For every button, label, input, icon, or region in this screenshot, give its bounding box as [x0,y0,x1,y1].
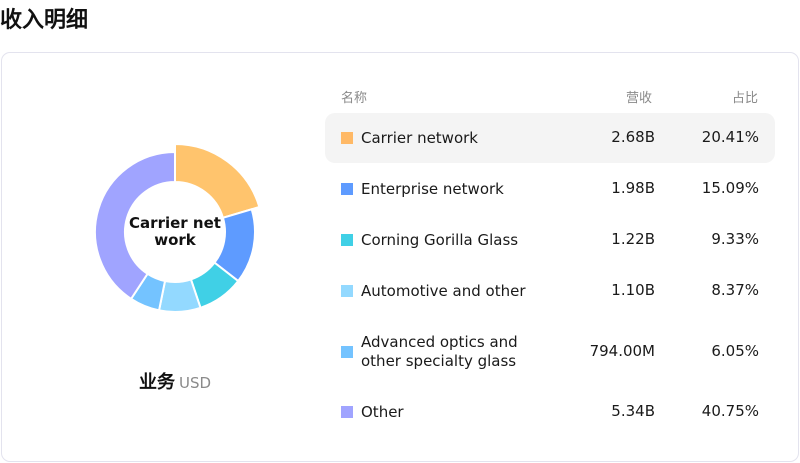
row-name: Advanced optics and other specialty glass [361,333,518,371]
chart-caption: 业务 USD [0,368,350,394]
revenue-card [1,52,799,462]
header-name: 名称 [341,91,368,106]
legend-swatch [341,285,353,297]
row-revenue: 794.00M [589,342,655,360]
row-share: 6.05% [711,342,759,360]
donut-slice[interactable] [94,150,176,301]
legend-swatch [341,183,353,195]
row-name-line: Enterprise network [361,179,504,198]
row-share: 9.33% [711,230,759,248]
row-name: Corning Gorilla Glass [361,231,518,250]
center-label-line: work [154,231,196,249]
row-name: Enterprise network [361,180,504,199]
donut-center-label: Carrier net work [115,215,235,249]
table-row[interactable]: Corning Gorilla Glass 1.22B 9.33% [325,215,775,265]
page-title: 收入明细 [0,8,89,33]
row-name: Other [361,403,404,422]
header-revenue: 营收 [626,91,653,106]
row-name-line: Other [361,402,404,421]
row-name-line: Advanced optics and [361,333,518,351]
table-row[interactable]: Advanced optics and other specialty glass… [325,322,775,382]
table-row[interactable]: Other 5.34B 40.75% [325,387,775,437]
row-name-line: Corning Gorilla Glass [361,230,519,249]
row-share: 40.75% [701,402,759,420]
header-share: 占比 [732,91,759,106]
row-name: Carrier network [361,129,478,148]
table-row[interactable]: Enterprise network 1.98B 15.09% [325,164,775,214]
row-revenue: 1.22B [611,230,655,248]
legend-swatch [341,234,353,246]
row-revenue: 5.34B [611,402,655,420]
caption-label: 业务 [138,372,175,393]
legend-swatch [341,346,353,358]
row-revenue: 1.98B [611,179,655,197]
row-share: 8.37% [711,281,759,299]
legend-swatch [341,132,353,144]
row-share: 15.09% [701,179,759,197]
row-name-line: Automotive and other [361,281,526,300]
row-revenue: 2.68B [611,128,655,146]
donut-chart [94,142,261,313]
center-label-line: Carrier net [129,214,221,232]
row-name-line: Carrier network [361,128,478,147]
row-name-line: other specialty glass [361,352,517,370]
donut-slice[interactable] [174,142,261,220]
row-revenue: 1.10B [611,281,655,299]
row-share: 20.41% [701,128,759,146]
table-row[interactable]: Automotive and other 1.10B 8.37% [325,266,775,316]
caption-unit: USD [178,374,212,392]
legend-swatch [341,406,353,418]
table-row[interactable]: Carrier network 2.68B 20.41% [325,113,775,163]
row-name: Automotive and other [361,282,526,301]
